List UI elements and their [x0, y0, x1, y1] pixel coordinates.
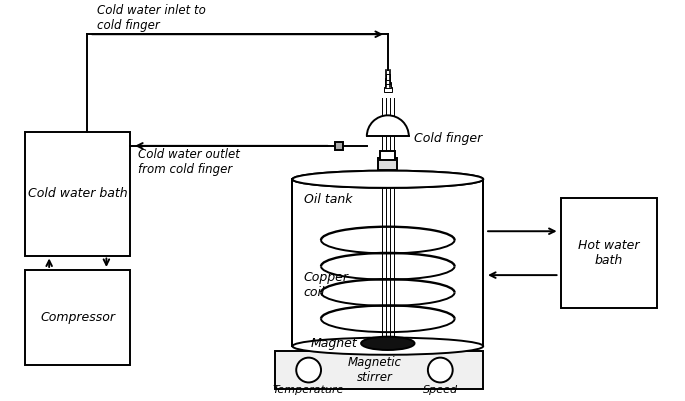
Ellipse shape	[361, 337, 414, 350]
Bar	[275, 351, 483, 389]
Bar	[378, 158, 397, 170]
Ellipse shape	[428, 358, 453, 383]
Text: Oil tank: Oil tank	[304, 192, 352, 206]
Ellipse shape	[292, 338, 483, 355]
Text: Cold finger: Cold finger	[414, 132, 482, 145]
Bar	[384, 87, 392, 93]
Text: Magnet: Magnet	[310, 337, 358, 350]
Text: Magnetic
stirrer: Magnetic stirrer	[347, 356, 401, 384]
Text: Compressor: Compressor	[40, 311, 115, 324]
Bar	[386, 74, 390, 80]
Ellipse shape	[296, 358, 321, 383]
Bar	[386, 78, 390, 84]
Bar	[25, 270, 130, 365]
Bar	[25, 132, 130, 255]
Text: Cold water inlet to
cold finger: Cold water inlet to cold finger	[97, 4, 206, 32]
Bar	[562, 198, 657, 308]
Bar	[385, 82, 390, 88]
Text: Cold water bath: Cold water bath	[28, 187, 127, 200]
Ellipse shape	[292, 171, 483, 188]
Text: Speed: Speed	[423, 385, 458, 395]
Text: Temperature: Temperature	[273, 385, 345, 395]
Text: Hot water
bath: Hot water bath	[578, 239, 640, 267]
Bar	[336, 142, 343, 150]
Text: Copper
coil: Copper coil	[304, 271, 349, 299]
Ellipse shape	[292, 171, 483, 188]
Wedge shape	[367, 115, 409, 136]
Bar	[380, 151, 395, 160]
Text: Cold water outlet
from cold finger: Cold water outlet from cold finger	[138, 148, 240, 176]
